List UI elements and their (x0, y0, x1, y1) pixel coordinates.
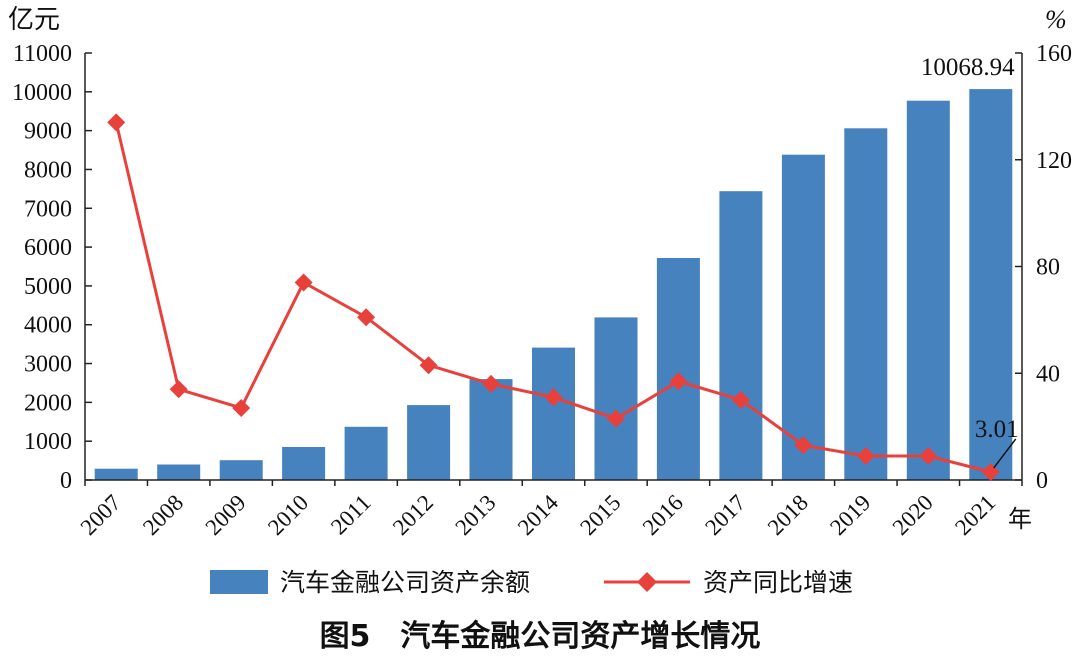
growth-point-2010 (294, 273, 313, 292)
growth-point-2011 (357, 308, 376, 327)
left-tick-label: 5000 (24, 274, 72, 300)
growth-callout-line (993, 438, 1017, 469)
bar-series (94, 89, 1013, 481)
y-right-unit-label: % (1045, 5, 1067, 34)
y-left-unit-label: 亿元 (8, 5, 60, 35)
bar-2013 (469, 379, 513, 480)
bar-2015 (594, 317, 638, 480)
x-tick-label: 2018 (763, 490, 813, 540)
bar-2014 (532, 347, 575, 480)
left-tick-label: 0 (60, 468, 72, 494)
left-tick-label: 2000 (24, 390, 72, 416)
legend-line-marker (637, 572, 657, 592)
legend-bar-label: 汽车金融公司资产余额 (280, 568, 530, 597)
right-tick-label: 0 (1036, 468, 1048, 494)
bar-2017 (719, 191, 763, 480)
bar-2020 (906, 100, 950, 480)
bar-2010 (282, 447, 326, 480)
growth-point-2021 (981, 462, 1000, 481)
growth-point-2016 (669, 372, 688, 391)
x-tick-label: 2020 (888, 490, 938, 540)
x-tick-label: 2011 (326, 490, 376, 540)
growth-point-2020 (919, 446, 938, 465)
left-tick-label: 11000 (13, 41, 72, 67)
bar-2021 (969, 89, 1013, 480)
x-tick-label: 2009 (200, 490, 250, 540)
bar-2012 (407, 405, 451, 480)
left-tick-label: 1000 (24, 429, 72, 455)
x-tick-label: 2016 (638, 490, 688, 540)
growth-point-2007 (107, 113, 126, 132)
left-tick-label: 4000 (24, 313, 72, 339)
bar-2007 (94, 468, 138, 480)
growth-point-2009 (232, 398, 251, 417)
right-tick-label: 160 (1036, 41, 1072, 67)
right-tick-label: 120 (1036, 148, 1072, 174)
line-series (107, 113, 1000, 481)
left-tick-label: 9000 (24, 119, 72, 145)
growth-point-2008 (169, 380, 188, 399)
left-tick-label: 7000 (24, 196, 72, 222)
legend-line-label: 资产同比增速 (703, 568, 853, 597)
growth-point-2017 (731, 390, 750, 409)
bar-2011 (344, 426, 388, 480)
growth-value-label-2021: 3.01 (975, 416, 1019, 443)
right-tick-label: 40 (1036, 361, 1060, 387)
bar-2019 (844, 128, 888, 481)
chart-title: 图5 汽车金融公司资产增长情况 (320, 619, 761, 654)
x-tick-label: 2017 (700, 490, 750, 540)
x-axis-unit-label: 年 (1008, 505, 1032, 533)
growth-point-2015 (606, 409, 625, 428)
x-tick-label: 2007 (76, 490, 126, 540)
x-tick-label: 2021 (950, 490, 1000, 540)
x-tick-label: 2014 (513, 490, 564, 541)
x-tick-label: 2012 (388, 490, 438, 540)
x-tick-label: 2010 (263, 490, 313, 540)
bar-2016 (656, 258, 700, 480)
x-tick-label: 2015 (575, 490, 625, 540)
left-tick-label: 6000 (24, 235, 72, 261)
bar-2018 (781, 154, 825, 480)
x-tick-label: 2019 (825, 490, 875, 540)
left-tick-label: 10000 (12, 80, 72, 106)
growth-point-2014 (544, 388, 563, 407)
bar-2008 (157, 464, 201, 480)
left-tick-label: 3000 (24, 352, 72, 378)
left-tick-label: 8000 (24, 157, 72, 183)
growth-point-2012 (419, 356, 438, 375)
x-tick-label: 2008 (138, 490, 188, 540)
growth-point-2013 (482, 374, 501, 393)
x-tick-label: 2013 (450, 490, 500, 540)
growth-point-2018 (794, 436, 813, 455)
growth-point-2019 (856, 446, 875, 465)
legend-bar-swatch (210, 570, 268, 594)
bar-2009 (219, 460, 263, 480)
right-tick-label: 80 (1036, 255, 1060, 281)
bar-value-label-2021: 10068.94 (921, 54, 1015, 81)
labels: 10068.94 3.01 (921, 54, 1019, 469)
